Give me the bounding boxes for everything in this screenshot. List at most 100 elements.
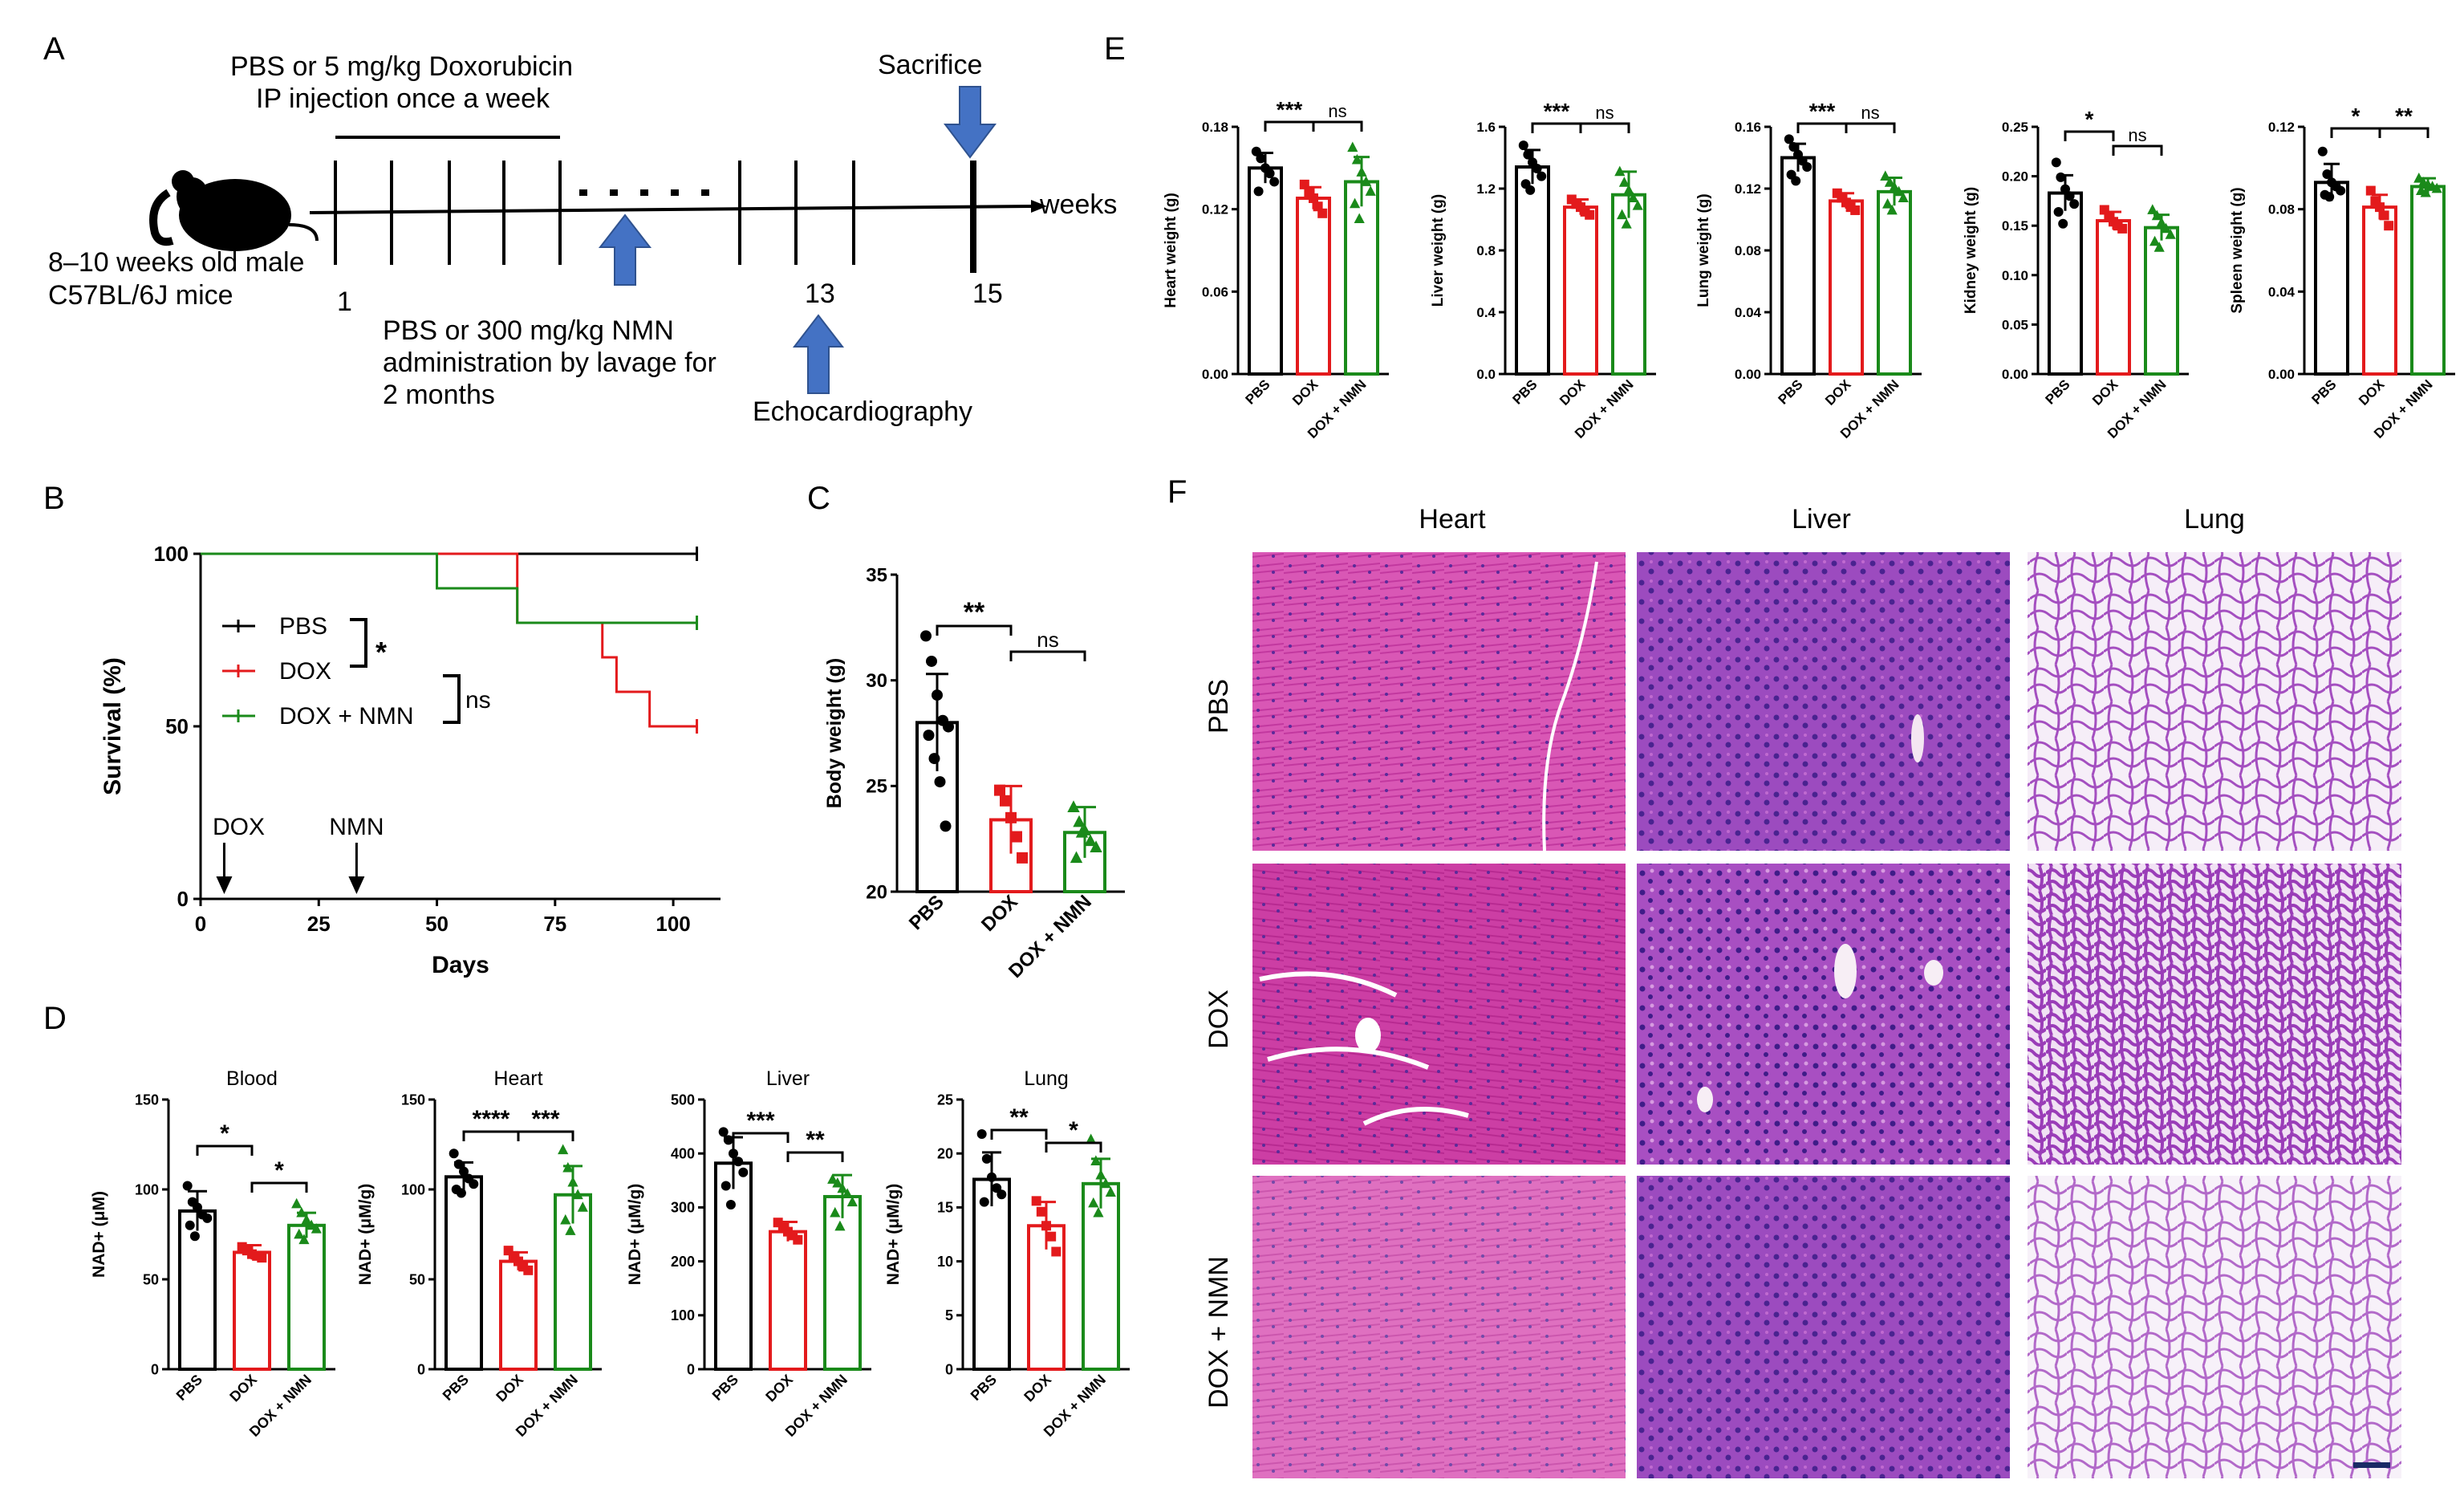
mice-text-line1: 8–10 weeks old male xyxy=(48,247,304,278)
data-point xyxy=(1525,185,1536,195)
survival-line-dox-nmn xyxy=(201,552,697,624)
data-point xyxy=(721,1181,731,1191)
bar-dox xyxy=(2096,219,2131,376)
mouse-icon xyxy=(149,170,319,251)
histology-heart-dox-gaps xyxy=(1259,971,1469,1126)
data-point xyxy=(469,1179,479,1189)
significance-bracket xyxy=(462,1130,520,1141)
tick-label-1: 1 xyxy=(337,287,352,317)
y-tick-label: 20 xyxy=(866,881,887,903)
histo-row-dox-nmn: DOX + NMN xyxy=(1204,1256,1234,1409)
y-tick-label: 0.00 xyxy=(1202,367,1228,382)
data-point xyxy=(2420,186,2431,197)
data-point xyxy=(1105,1186,1116,1197)
significance-bracket xyxy=(1009,650,1086,661)
y-axis-label: Spleen weight (g) xyxy=(2229,187,2246,313)
data-point xyxy=(1623,184,1634,195)
chart-title: Heart xyxy=(493,1067,542,1090)
bar-dox-nmn xyxy=(1344,180,1379,376)
x-tick-label: DOX xyxy=(1021,1372,1054,1405)
histo-row-pbs: PBS xyxy=(1204,679,1234,734)
arrow-label-dox: DOX xyxy=(213,814,265,840)
x-tick-label: DOX xyxy=(493,1372,526,1405)
data-point xyxy=(928,753,940,765)
y-tick-label: 0 xyxy=(945,1361,953,1377)
significance-bracket xyxy=(936,624,1013,636)
nmn-arrow xyxy=(598,213,652,286)
significance-bracket xyxy=(732,1132,790,1143)
y-tick-label: 1.6 xyxy=(1476,120,1496,135)
data-point xyxy=(1017,852,1028,864)
arrow-head-dox xyxy=(216,876,233,894)
data-point xyxy=(1005,811,1017,823)
data-point xyxy=(562,1161,574,1173)
significance-label: * xyxy=(220,1120,229,1147)
data-point xyxy=(2365,185,2376,196)
data-point xyxy=(2375,202,2385,213)
data-point xyxy=(1084,834,1097,847)
data-point xyxy=(1628,192,1639,202)
data-point xyxy=(832,1177,843,1188)
y-tick-label: 100 xyxy=(671,1307,695,1323)
data-point xyxy=(981,1153,992,1164)
legend-label: DOX xyxy=(279,658,331,685)
y-tick-label: 50 xyxy=(143,1271,159,1287)
significance-label: * xyxy=(1069,1117,1078,1144)
significance-bracket xyxy=(1845,122,1896,133)
y-tick-label: 0 xyxy=(687,1361,695,1377)
y-tick-label: 5 xyxy=(945,1307,953,1323)
data-point xyxy=(2431,182,2442,193)
data-point xyxy=(2336,185,2346,196)
legend-label: DOX + NMN xyxy=(279,703,414,730)
y-tick-label: 20 xyxy=(937,1146,953,1162)
data-point xyxy=(182,1181,193,1191)
data-point xyxy=(1784,134,1794,144)
data-point xyxy=(994,784,1005,796)
data-point xyxy=(1031,1196,1041,1206)
significance-bracket xyxy=(1531,122,1582,133)
chart-title: Blood xyxy=(226,1067,278,1090)
sacrifice-label: Sacrifice xyxy=(878,50,982,80)
histology-heart-pbs xyxy=(1252,552,1626,851)
data-point xyxy=(943,721,954,733)
y-tick-label: 100 xyxy=(154,542,189,566)
data-point xyxy=(294,1228,305,1239)
echo-label: Echocardiography xyxy=(753,396,972,427)
data-point xyxy=(2064,191,2075,201)
y-tick-label: 0.8 xyxy=(1476,243,1496,258)
y-axis-label: NAD+ (μM/g) xyxy=(356,1184,375,1286)
significance-label: ** xyxy=(1009,1104,1029,1131)
data-point xyxy=(185,1220,195,1230)
data-point xyxy=(2147,204,2158,214)
data-point xyxy=(1886,204,1898,215)
data-point xyxy=(459,1166,469,1177)
x-tick-label: DOX xyxy=(977,891,1022,936)
data-point xyxy=(311,1223,322,1234)
data-point xyxy=(1093,1206,1104,1218)
panel-label-a: A xyxy=(43,31,65,67)
histology-liver-pbs xyxy=(1637,552,2010,851)
panel-label-c: C xyxy=(807,481,830,516)
significance-bracket xyxy=(1045,1141,1102,1153)
y-tick-label: 400 xyxy=(671,1146,695,1162)
significance-label: ns xyxy=(1861,103,1879,123)
significance-label: *** xyxy=(1544,99,1570,124)
data-point xyxy=(997,1189,1007,1200)
data-point xyxy=(2060,184,2070,194)
y-tick-label: 0.08 xyxy=(2268,202,2295,217)
data-point xyxy=(793,1234,803,1245)
timeline-arrowhead xyxy=(1031,200,1047,213)
data-point xyxy=(2117,223,2128,234)
legend-label: PBS xyxy=(279,613,327,640)
data-point xyxy=(1894,185,1905,197)
data-point xyxy=(567,1176,578,1187)
data-point xyxy=(1621,218,1632,229)
legend-sig-1: * xyxy=(375,636,387,669)
data-point xyxy=(827,1173,838,1184)
data-point xyxy=(733,1157,744,1167)
